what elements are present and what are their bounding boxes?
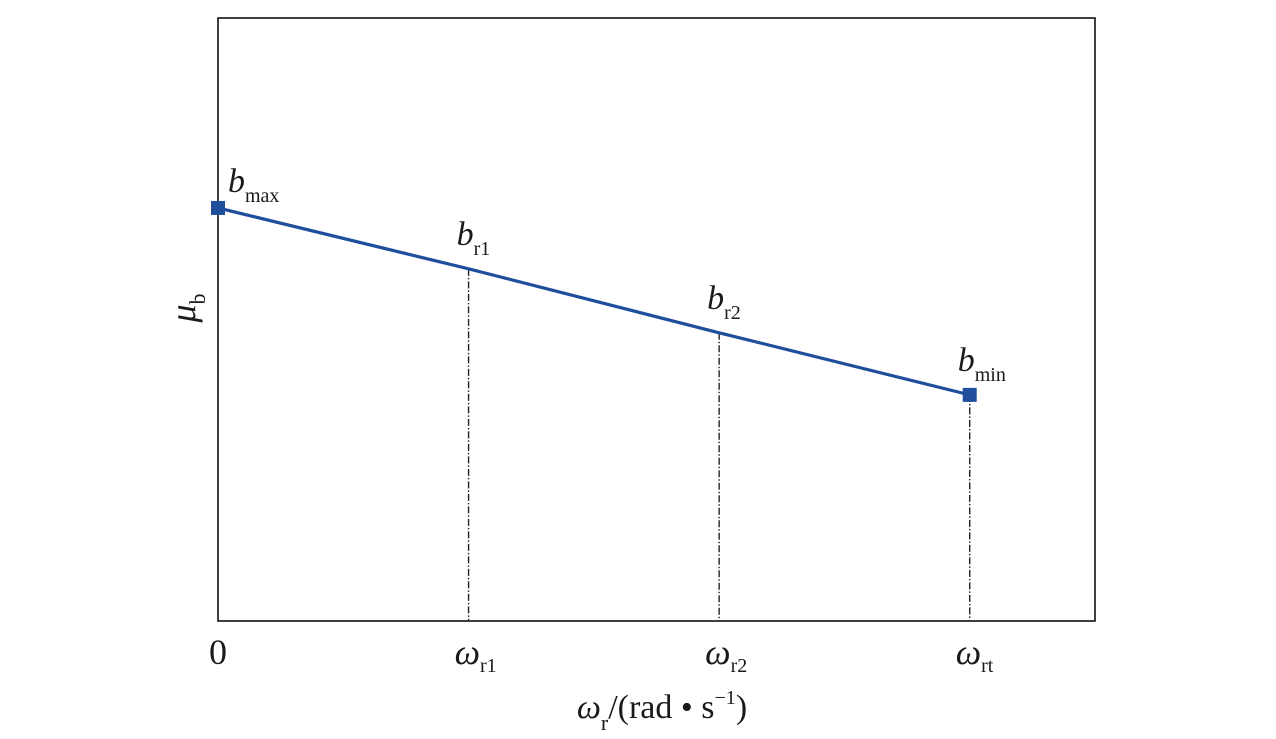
x-axis-label-sub: r bbox=[601, 710, 609, 735]
plot-frame bbox=[217, 17, 1096, 622]
x-tick-label-3: ωrt bbox=[956, 632, 994, 677]
series-marker-min bbox=[962, 387, 977, 402]
point-label-max: bmax bbox=[228, 163, 279, 207]
y-axis-label: μb bbox=[163, 293, 210, 323]
y-axis-label-sub: b bbox=[185, 293, 210, 304]
point-label-min: bmin bbox=[958, 342, 1006, 386]
series-group: bmax br1 br2 bmin bbox=[211, 163, 1006, 402]
x-axis-label-symbol: ω bbox=[577, 689, 601, 726]
x-axis-label-sup: −1 bbox=[715, 687, 736, 709]
point-label-r2: br2 bbox=[707, 280, 741, 324]
x-axis-label-unit: /(rad • s bbox=[608, 689, 714, 726]
series-line bbox=[217, 206, 971, 397]
x-axis-label-close: ) bbox=[736, 689, 747, 726]
series-marker-max bbox=[211, 200, 225, 215]
x-tick-labels: 0 ωr1 ωr2 ωrt bbox=[209, 632, 994, 677]
x-axis-label: ωr/(rad • s−1) bbox=[577, 687, 747, 735]
x-tick-label-1: ωr1 bbox=[455, 632, 497, 677]
point-label-r1: br1 bbox=[457, 216, 491, 260]
droplines bbox=[467, 268, 971, 621]
x-tick-label-0: 0 bbox=[209, 632, 227, 672]
x-tick-label-2: ωr2 bbox=[705, 632, 747, 677]
y-axis-label-symbol: μ bbox=[163, 304, 203, 323]
